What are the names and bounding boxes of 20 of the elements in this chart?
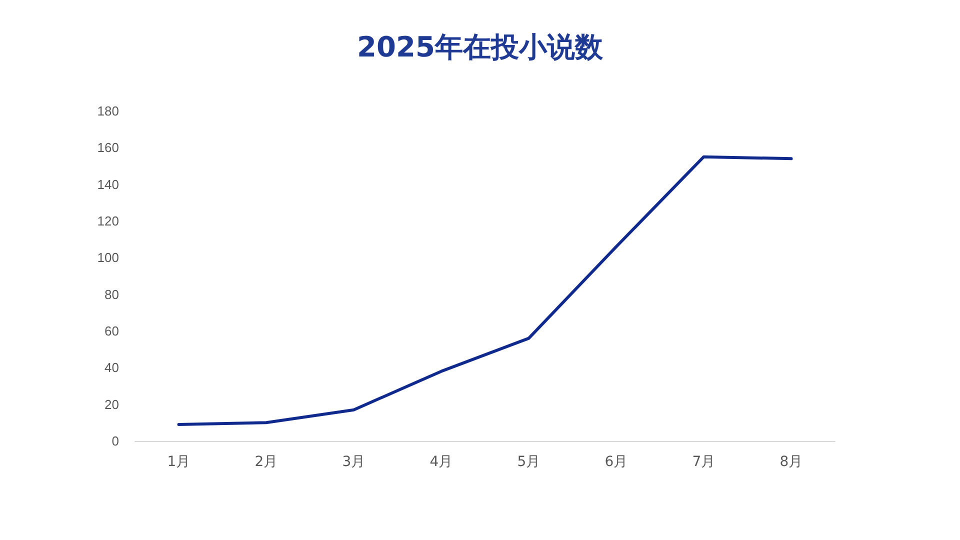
x-tick-label: 1月 bbox=[167, 454, 190, 470]
line-series bbox=[177, 155, 793, 426]
y-tick-label: 60 bbox=[104, 324, 119, 338]
x-tick-label: 8月 bbox=[780, 454, 803, 470]
y-tick-label: 80 bbox=[104, 286, 119, 302]
y-tick-label: 20 bbox=[104, 396, 119, 412]
x-tick-label: 7月 bbox=[692, 454, 716, 470]
y-tick-label: 140 bbox=[97, 176, 119, 192]
chart-title: 2025年在投小说数 bbox=[357, 30, 604, 64]
y-tick-label: 0 bbox=[112, 434, 119, 448]
x-tick-label: 6月 bbox=[604, 454, 628, 470]
x-tick-label: 4月 bbox=[430, 454, 453, 470]
y-tick-label: 160 bbox=[97, 140, 119, 156]
x-tick-label: 5月 bbox=[517, 454, 540, 470]
y-tick-label: 100 bbox=[97, 250, 119, 266]
x-tick-label: 3月 bbox=[342, 454, 366, 470]
y-tick-label: 120 bbox=[97, 214, 119, 228]
y-tick-label: 40 bbox=[104, 360, 119, 376]
x-tick-label: 2月 bbox=[254, 454, 278, 470]
y-tick-label: 180 bbox=[97, 104, 119, 118]
